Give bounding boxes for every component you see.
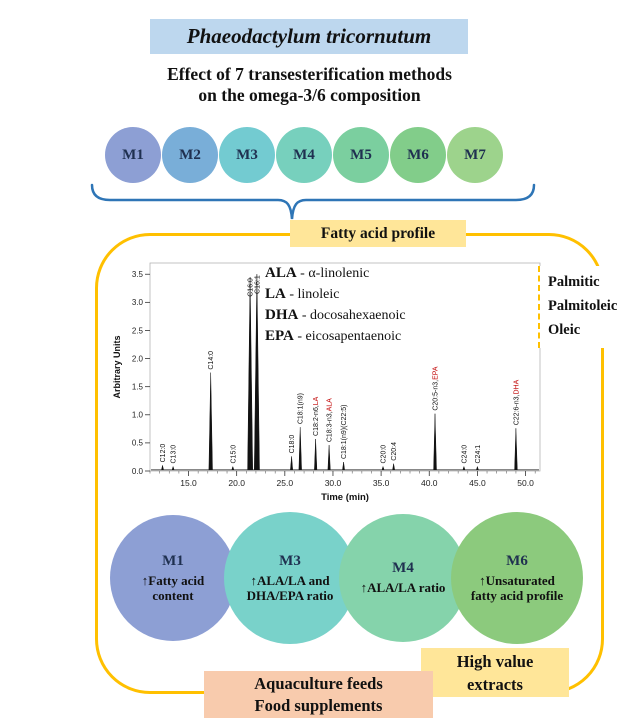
method-circle-m1: M1 bbox=[105, 127, 161, 183]
result-circle-m6: M6 ↑Unsaturated fatty acid profile bbox=[451, 512, 583, 644]
method-circle-m7: M7 bbox=[447, 127, 503, 183]
applications-line-2: Food supplements bbox=[254, 695, 383, 715]
method-circle-m5: M5 bbox=[333, 127, 389, 183]
chromatogram-chart: 15.0 20.0 25.0 30.0 35.0 40.0 45.0 50.0 0.0 0.5 1.… bbox=[112, 262, 541, 503]
svg-text:C15:0: C15:0 bbox=[230, 445, 237, 464]
svg-text:C18:1(n9)(C22:5): C18:1(n9)(C22:5) bbox=[341, 405, 348, 459]
svg-text:3.5: 3.5 bbox=[132, 270, 144, 279]
svg-text:C16:0: C16:0 bbox=[248, 278, 255, 297]
svg-text:1.0: 1.0 bbox=[132, 411, 144, 420]
svg-text:C24:1: C24:1 bbox=[475, 445, 482, 464]
svg-text:C22:6-n3,DHA: C22:6-n3,DHA bbox=[513, 379, 520, 425]
method-circle-m2: M2 bbox=[162, 127, 218, 183]
svg-text:C18:1(n9): C18:1(n9) bbox=[298, 393, 305, 424]
title-box: Phaeodactylum tricornutum bbox=[150, 19, 468, 54]
result-label: M1 bbox=[162, 552, 184, 569]
legend-line-ala: ALA - α-linolenic bbox=[265, 265, 370, 281]
svg-text:C20:0: C20:0 bbox=[381, 445, 388, 464]
brace-bracket-icon bbox=[90, 183, 536, 220]
side-panel-line-1: Palmitic bbox=[548, 274, 600, 290]
fatty-acid-legend: ALA - α-linolenic LA - linoleic DHA - do… bbox=[265, 263, 406, 347]
svg-text:15.0: 15.0 bbox=[180, 478, 197, 488]
svg-text:0.0: 0.0 bbox=[132, 467, 144, 476]
side-panel-line-3: Oleic bbox=[548, 322, 581, 338]
svg-text:C18:3-n3,ALA: C18:3-n3,ALA bbox=[327, 398, 334, 442]
method-circle-m4: M4 bbox=[276, 127, 332, 183]
svg-text:C24:0: C24:0 bbox=[461, 445, 468, 464]
high-value-line-1: High value bbox=[456, 651, 534, 671]
result-label: M4 bbox=[392, 560, 414, 577]
svg-text:C16:1: C16:1 bbox=[254, 275, 261, 294]
svg-text:25.0: 25.0 bbox=[277, 478, 294, 488]
method-label: M3 bbox=[236, 146, 258, 163]
legend-line-la: LA - linoleic bbox=[265, 286, 340, 302]
result-text: ↑ALA/LA ratio bbox=[360, 580, 446, 596]
svg-text:Time (min): Time (min) bbox=[321, 492, 369, 503]
method-label: M7 bbox=[464, 146, 486, 163]
result-text: ↑ALA/LA and DHA/EPA ratio bbox=[246, 572, 334, 604]
high-value-extracts-box: High value extracts bbox=[421, 648, 569, 697]
subtitle-line-2: on the omega-3/6 composition bbox=[198, 85, 421, 105]
svg-text:30.0: 30.0 bbox=[325, 478, 342, 488]
result-text: ↑Fatty acid content bbox=[141, 572, 205, 604]
subtitle: Effect of 7 transesterification methods … bbox=[0, 64, 619, 106]
species-title: Phaeodactylum tricornutum bbox=[186, 24, 432, 48]
svg-text:0.5: 0.5 bbox=[132, 439, 144, 448]
svg-text:1.5: 1.5 bbox=[132, 382, 144, 391]
result-label: M6 bbox=[506, 552, 528, 569]
svg-text:C18:0: C18:0 bbox=[289, 435, 296, 454]
chromatogram-panel: 15.0 20.0 25.0 30.0 35.0 40.0 45.0 50.0 0.0 0.5 1.… bbox=[110, 255, 550, 507]
method-label: M1 bbox=[122, 146, 144, 163]
svg-text:35.0: 35.0 bbox=[373, 478, 390, 488]
fatty-acid-profile-label: Fatty acid profile bbox=[320, 224, 436, 242]
result-circle-m3: M3 ↑ALA/LA and DHA/EPA ratio bbox=[224, 512, 356, 644]
applications-box: Aquaculture feeds Food supplements bbox=[204, 671, 433, 718]
svg-text:40.0: 40.0 bbox=[421, 478, 438, 488]
applications-line-1: Aquaculture feeds bbox=[254, 673, 383, 693]
high-value-line-2: extracts bbox=[467, 674, 523, 694]
svg-text:C12:0: C12:0 bbox=[160, 444, 167, 463]
legend-line-dha: DHA - docosahexaenoic bbox=[265, 307, 406, 323]
svg-text:C20:5-n3,EPA: C20:5-n3,EPA bbox=[433, 366, 440, 411]
method-circle-m6: M6 bbox=[390, 127, 446, 183]
svg-text:45.0: 45.0 bbox=[469, 478, 486, 488]
fatty-acid-profile-box: Fatty acid profile bbox=[290, 220, 466, 247]
svg-text:C18:2-n6,LA: C18:2-n6,LA bbox=[313, 396, 320, 436]
svg-text:20.0: 20.0 bbox=[228, 478, 245, 488]
method-label: M2 bbox=[179, 146, 201, 163]
svg-text:C20:4: C20:4 bbox=[391, 442, 398, 461]
svg-text:2.0: 2.0 bbox=[132, 354, 144, 363]
side-panel-saturated-acids: Palmitic Palmitoleic Oleic bbox=[538, 266, 619, 348]
svg-text:50.0: 50.0 bbox=[517, 478, 534, 488]
svg-text:2.5: 2.5 bbox=[132, 326, 144, 335]
method-label: M5 bbox=[350, 146, 372, 163]
result-text: ↑Unsaturated fatty acid profile bbox=[470, 572, 564, 604]
svg-text:Arbitrary Units: Arbitrary Units bbox=[112, 335, 122, 398]
side-panel-line-2: Palmitoleic bbox=[548, 298, 618, 314]
svg-text:3.0: 3.0 bbox=[132, 298, 144, 307]
result-circle-m1: M1 ↑Fatty acid content bbox=[110, 515, 236, 641]
svg-text:C13:0: C13:0 bbox=[171, 445, 178, 464]
method-label: M6 bbox=[407, 146, 429, 163]
method-label: M4 bbox=[293, 146, 315, 163]
legend-line-epa: EPA - eicosapentaenoic bbox=[265, 328, 402, 344]
svg-text:C14:0: C14:0 bbox=[208, 351, 215, 370]
subtitle-line-1: Effect of 7 transesterification methods bbox=[167, 64, 452, 84]
result-circle-m4: M4 ↑ALA/LA ratio bbox=[339, 514, 467, 642]
result-label: M3 bbox=[279, 552, 301, 569]
method-circle-m3: M3 bbox=[219, 127, 275, 183]
